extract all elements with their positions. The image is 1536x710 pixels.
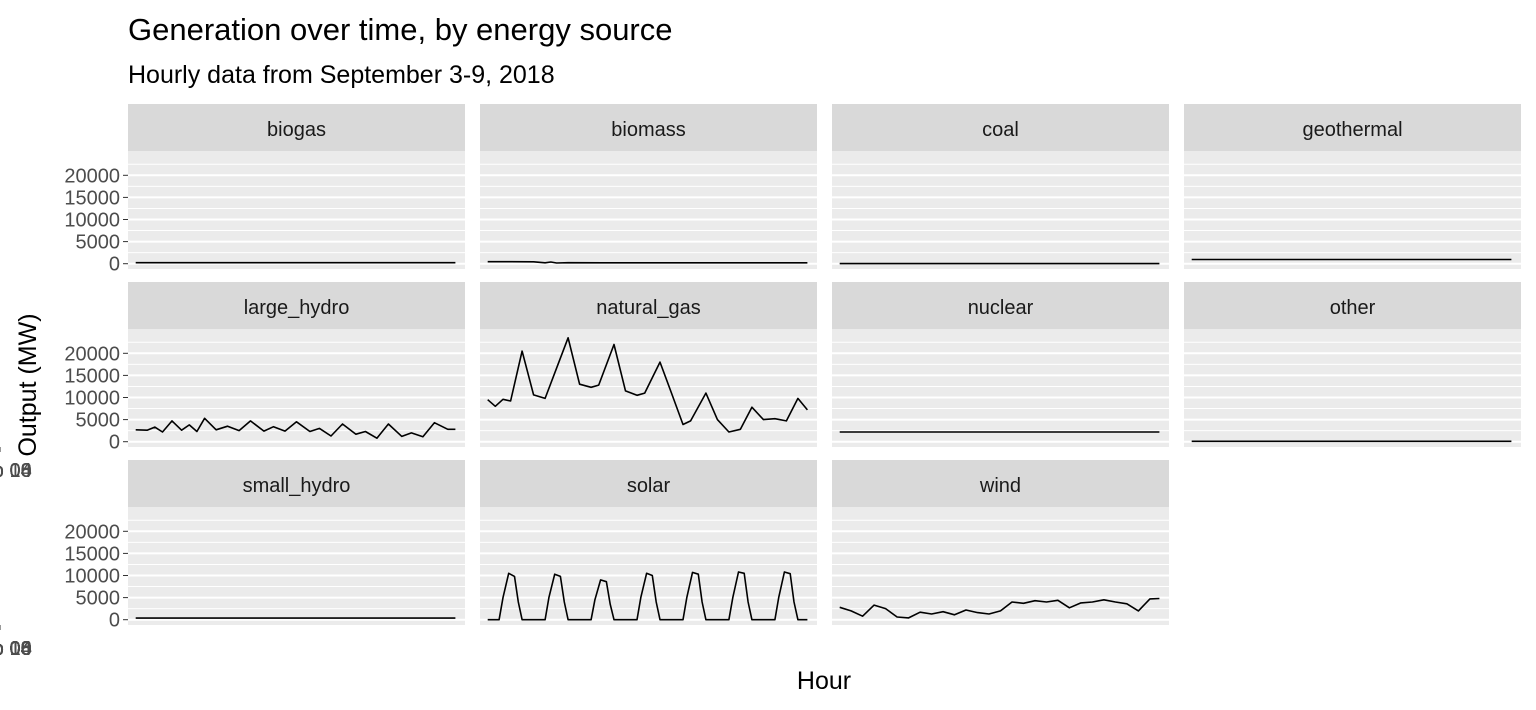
facet-panel-wind: windSep 04Sep 06Sep 08Sep 10 — [0, 460, 1169, 660]
y-tick-label: 10000 — [64, 388, 120, 410]
y-axis-title: Output (MW) — [14, 313, 42, 456]
facet-strip — [832, 460, 1169, 507]
series-line-wind — [839, 597, 1160, 619]
facet-strip — [1184, 282, 1521, 329]
facet-strip — [128, 104, 465, 151]
facet-panel-coal: coal — [0, 104, 1169, 269]
x-tick-label: Sep 04 — [0, 638, 32, 660]
facet-strip-label: geothermal — [1302, 119, 1402, 141]
series-line-solar — [487, 571, 808, 621]
x-tick-label: Sep 08 — [0, 460, 32, 482]
y-tick-label: 20000 — [64, 521, 120, 543]
facet-panel-solar: solarSep 04Sep 06Sep 08Sep 10 — [0, 460, 817, 660]
facet-strip-label: wind — [979, 475, 1021, 497]
x-tick-label: Sep 10 — [0, 460, 32, 482]
y-tick-label: 10000 — [64, 210, 120, 232]
x-tick-label: Sep 04 — [0, 638, 32, 660]
panel-background — [832, 151, 1169, 269]
facet-panel-geothermal: geothermal — [0, 104, 1521, 269]
y-tick-label: 20000 — [64, 165, 120, 187]
y-tick-label: 10000 — [64, 566, 120, 588]
series-line-biomass — [487, 260, 808, 264]
panel-background — [1184, 151, 1521, 269]
series-line-natural_gas — [487, 336, 809, 433]
facet-strip — [128, 282, 465, 329]
y-tick-label: 0 — [109, 254, 120, 276]
facet-strip-label: coal — [982, 119, 1019, 141]
x-tick-label: Sep 04 — [0, 638, 32, 660]
y-tick-label: 20000 — [64, 343, 120, 365]
x-tick-label: Sep 08 — [0, 638, 32, 660]
x-tick-label: Sep 06 — [0, 638, 32, 660]
series-line-large_hydro — [135, 417, 456, 440]
panel-background — [832, 329, 1169, 447]
x-tick-label: Sep 06 — [0, 460, 32, 482]
facet-strip-label: large_hydro — [244, 297, 350, 319]
x-tick-label: Sep 08 — [0, 638, 32, 660]
facet-strip-label: solar — [627, 475, 671, 497]
facet-strip — [480, 282, 817, 329]
facet-strip — [832, 282, 1169, 329]
facet-panel-small_hydro: small_hydro05000100001500020000Sep 04Sep… — [0, 460, 465, 660]
panel-background — [480, 329, 817, 447]
facet-strip — [832, 104, 1169, 151]
facet-strip-label: small_hydro — [243, 475, 351, 497]
y-tick-label: 5000 — [76, 588, 121, 610]
panel-background — [128, 151, 465, 269]
x-tick-label: Sep 10 — [0, 638, 32, 660]
x-axis-title: Hour — [797, 667, 851, 695]
y-tick-label: 0 — [109, 432, 120, 454]
panel-background — [480, 151, 817, 269]
facet-strip-label: biomass — [611, 119, 685, 141]
facet-strip-label: other — [1330, 297, 1376, 319]
facet-strip — [128, 460, 465, 507]
facet-panel-natural_gas: natural_gas — [0, 282, 817, 447]
y-tick-label: 15000 — [64, 543, 120, 565]
x-tick-label: Sep 04 — [0, 460, 32, 482]
y-tick-label: 15000 — [64, 365, 120, 387]
chart-title: Generation over time, by energy source — [128, 12, 673, 47]
y-tick-label: 15000 — [64, 187, 120, 209]
x-tick-label: Sep 08 — [0, 638, 32, 660]
y-tick-label: 5000 — [76, 232, 121, 254]
facet-strip-label: nuclear — [968, 297, 1034, 319]
x-tick-label: Sep 06 — [0, 638, 32, 660]
facet-strip — [480, 460, 817, 507]
x-tick-label: Sep 10 — [0, 638, 32, 660]
x-tick-label: Sep 06 — [0, 638, 32, 660]
facet-strip — [1184, 104, 1521, 151]
panel-background — [128, 507, 465, 625]
y-tick-label: 5000 — [76, 410, 121, 432]
facet-panel-nuclear: nuclear — [0, 282, 1169, 447]
panel-background — [1184, 329, 1521, 447]
facet-panel-other: other Sep 04Sep 06Sep 08Sep 10 — [0, 282, 1521, 482]
facet-strip-label: natural_gas — [596, 297, 701, 319]
facet-strip — [480, 104, 817, 151]
panel-background — [832, 507, 1169, 625]
y-tick-label: 0 — [109, 610, 120, 632]
x-tick-label: Sep 10 — [0, 638, 32, 660]
facet-panel-biomass: biomass — [0, 104, 817, 269]
panel-background — [128, 329, 465, 447]
facet-strip-label: biogas — [267, 119, 326, 141]
panel-background — [480, 507, 817, 625]
chart-subtitle: Hourly data from September 3-9, 2018 — [128, 61, 555, 89]
